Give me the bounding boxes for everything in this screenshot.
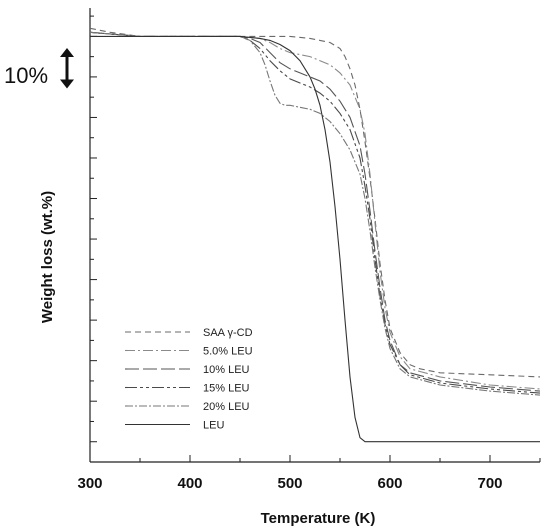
series-lines <box>89 27 541 443</box>
x-tick-label: 300 <box>77 475 102 492</box>
y-axis-ticks <box>90 15 97 443</box>
y-axis-title: Weight loss (wt.%) <box>39 191 56 323</box>
annotation-arrow-head-up <box>60 48 74 57</box>
x-tick-label: 700 <box>477 475 502 492</box>
x-tick-label: 500 <box>277 475 302 492</box>
legend-label: 20% LEU <box>203 401 250 413</box>
series-line-2 <box>89 31 541 390</box>
series-line-4 <box>89 31 541 394</box>
series-line-1 <box>89 27 541 378</box>
legend-label: 15% LEU <box>203 383 250 395</box>
plot-frame <box>89 8 540 463</box>
x-tick-label: 400 <box>177 475 202 492</box>
series-line-5 <box>89 31 541 396</box>
x-axis-title: Temperature (K) <box>261 510 376 527</box>
annotation-label: 10% <box>4 63 48 88</box>
legend-label: 10% LEU <box>203 364 250 376</box>
x-tick-label: 600 <box>377 475 402 492</box>
legend-label: SAA γ-CD <box>203 327 253 339</box>
legend-label: LEU <box>203 420 224 432</box>
x-axis-ticks <box>89 455 541 462</box>
series-line-6 <box>90 35 540 443</box>
legend-label: 5.0% LEU <box>203 346 253 358</box>
x-axis-tick-labels: 300 400 500 600 700 <box>77 475 502 492</box>
legend: SAA γ-CD 5.0% LEU 10% LEU 15% LEU 20% LEU LEU <box>125 327 253 432</box>
scale-annotation: 10% <box>4 48 74 89</box>
annotation-arrow-head-down <box>60 79 74 89</box>
series-line-3 <box>89 31 541 392</box>
